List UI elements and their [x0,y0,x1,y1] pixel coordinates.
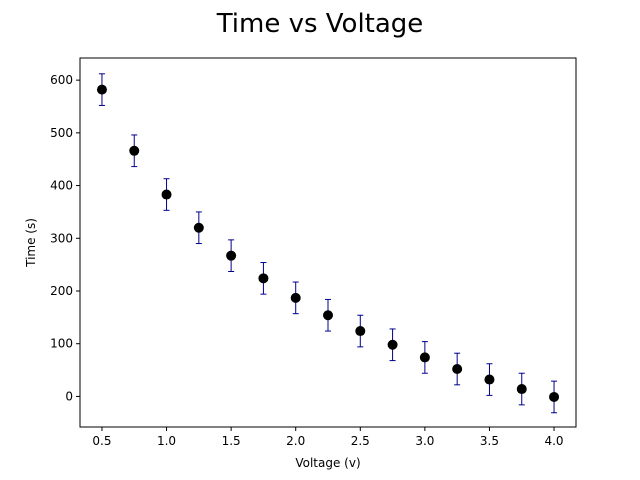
y-tick-label: 500 [50,126,73,140]
x-tick-label: 1.5 [222,434,241,448]
x-tick-label: 4.0 [544,434,563,448]
plot-frame [79,57,577,428]
data-point [452,364,463,375]
x-tick-label: 3.0 [415,434,434,448]
y-tick-label: 200 [50,284,73,298]
data-point [516,384,527,395]
data-point [129,145,140,156]
x-axis: 0.5 1.0 1.5 2.0 2.5 3.0 3.5 4.0 [92,427,564,448]
data-point [419,352,430,363]
data-point [258,273,269,284]
y-tick-label: 100 [50,337,73,351]
data-point [96,84,107,95]
y-tick-label: 0 [65,389,73,403]
data-point [226,250,237,261]
data-point [323,310,333,321]
y-axis: 0 100 200 300 400 500 600 [50,73,80,403]
x-tick-label: 3.5 [480,434,499,448]
y-tick-label: 400 [50,179,73,193]
x-tick-label: 2.5 [351,434,370,448]
x-tick-label: 0.5 [92,434,111,448]
data-point [387,339,398,350]
data-points [96,84,560,402]
x-axis-label: Voltage (v) [295,456,360,470]
x-tick-label: 1.0 [157,434,176,448]
data-point [193,222,204,233]
y-tick-label: 300 [50,231,73,245]
data-point [484,374,495,385]
error-bars [98,73,558,414]
data-point [549,391,560,402]
chart-title: Time vs Voltage [216,9,424,39]
x-tick-label: 2.0 [286,434,305,448]
y-axis-label: Time (s) [24,218,38,268]
data-point [290,292,301,303]
data-point [161,189,172,200]
data-point [355,326,366,337]
y-tick-label: 600 [50,73,73,87]
